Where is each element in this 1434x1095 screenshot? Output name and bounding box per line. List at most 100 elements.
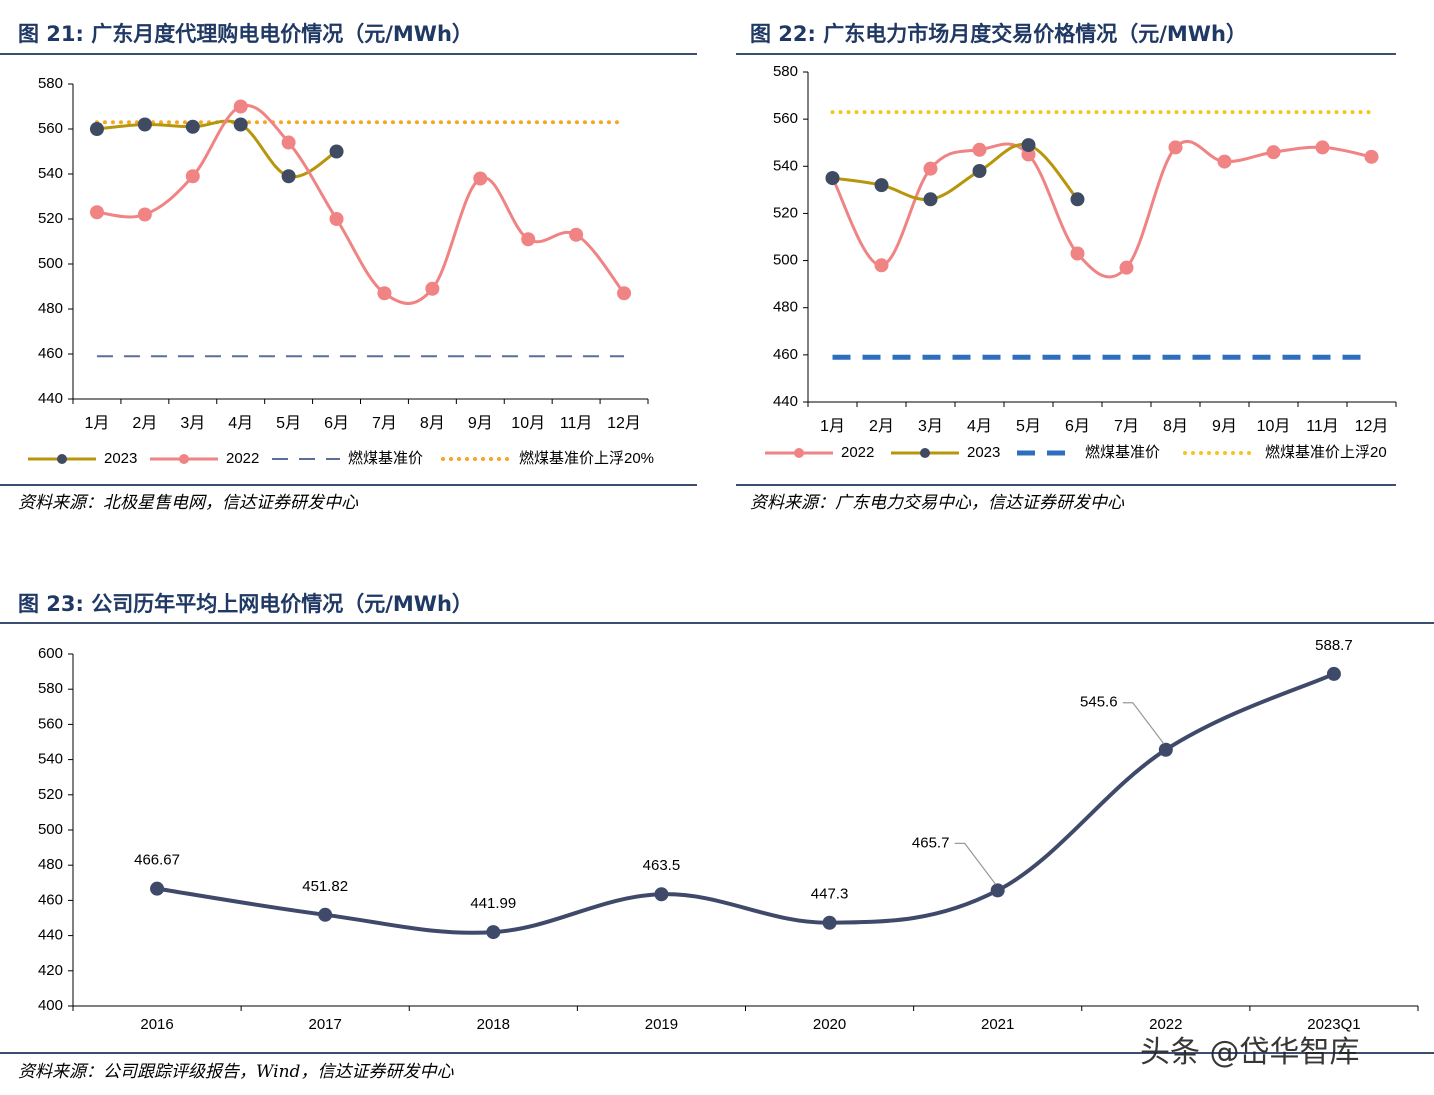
fig22-x-tick-label: 5月 xyxy=(1016,418,1041,435)
fig22-title-rule xyxy=(736,53,1396,55)
fig21-point xyxy=(569,227,584,242)
fig21-point xyxy=(137,117,152,132)
fig22-point xyxy=(972,142,987,157)
fig21-point xyxy=(233,117,248,132)
fig23-data-label: 463.5 xyxy=(643,857,681,874)
fig22-y-tick-label: 580 xyxy=(773,63,798,80)
fig23-x-tick-label: 2021 xyxy=(981,1016,1014,1033)
fig23-point xyxy=(150,881,165,896)
fig21-title-rule xyxy=(0,53,697,55)
fig22-y-tick-label: 540 xyxy=(773,157,798,174)
fig21-bottom-rule xyxy=(0,484,697,486)
fig23-data-label: 588.7 xyxy=(1315,637,1353,654)
fig23-x-tick-label: 2022 xyxy=(1149,1016,1182,1033)
fig22-legend-marker xyxy=(794,448,804,458)
fig21-point xyxy=(425,281,440,296)
fig21-y-tick-label: 480 xyxy=(38,300,63,317)
fig21-point xyxy=(329,144,344,159)
fig22-x-tick-label: 2月 xyxy=(869,418,894,435)
fig21-legend-label: 燃煤基准价 xyxy=(348,449,423,467)
fig21-legend-label: 2022 xyxy=(226,450,259,467)
fig21-x-tick-label: 1月 xyxy=(85,415,110,432)
fig22-x-tick-label: 6月 xyxy=(1065,418,1090,435)
fig23-y-tick-label: 580 xyxy=(38,680,63,697)
fig23-title-rule xyxy=(0,622,1434,624)
fig22-point xyxy=(1364,149,1379,164)
fig22-point xyxy=(1266,145,1281,160)
fig22-y-tick-label: 560 xyxy=(773,110,798,127)
fig21-title: 图 21: 广东月度代理购电电价情况（元/MWh） xyxy=(18,22,473,46)
fig22-y-tick-label: 500 xyxy=(773,252,798,269)
fig23-point xyxy=(1158,742,1173,757)
fig21-point xyxy=(617,286,632,301)
fig21-point xyxy=(473,171,488,186)
fig22-source: 资料来源：广东电力交易中心，信达证券研发中心 xyxy=(750,493,1124,513)
fig21-point xyxy=(89,122,104,136)
fig23-point xyxy=(1326,666,1341,681)
fig23-data-label: 451.82 xyxy=(302,878,348,895)
fig23-point xyxy=(822,915,837,930)
fig22-point xyxy=(1217,154,1232,169)
fig23-label-leader xyxy=(1122,702,1165,745)
fig22-y-tick-label: 480 xyxy=(773,299,798,316)
fig23-label-leader xyxy=(954,842,997,885)
fig21-point xyxy=(137,207,152,222)
fig21-point xyxy=(233,99,248,114)
fig23-y-tick-label: 480 xyxy=(38,856,63,873)
fig21-y-tick-label: 540 xyxy=(38,165,63,182)
fig21-legend-label: 燃煤基准价上浮20% xyxy=(519,449,654,467)
fig23-y-tick-label: 520 xyxy=(38,786,63,803)
fig23-point xyxy=(318,907,333,922)
fig22-x-tick-label: 10月 xyxy=(1257,418,1291,435)
fig21-point xyxy=(281,169,296,184)
fig21-x-tick-label: 2月 xyxy=(132,415,157,432)
fig22-x-tick-label: 7月 xyxy=(1114,418,1139,435)
fig23-x-tick-label: 2016 xyxy=(140,1016,173,1033)
fig22-point xyxy=(972,164,987,178)
fig21-point xyxy=(377,286,392,301)
fig23-y-tick-label: 600 xyxy=(38,645,63,662)
fig21-x-tick-label: 11月 xyxy=(560,415,593,432)
fig21-y-tick-label: 520 xyxy=(38,210,63,227)
fig23-point xyxy=(990,883,1005,898)
fig23-x-tick-label: 2019 xyxy=(645,1016,678,1033)
fig21-legend-label: 2023 xyxy=(104,450,137,467)
fig22-y-tick-label: 440 xyxy=(773,393,798,410)
fig21-series-line xyxy=(96,103,626,305)
fig21-x-tick-label: 7月 xyxy=(372,415,397,432)
fig22-point xyxy=(1070,246,1085,261)
fig21-y-tick-label: 580 xyxy=(38,75,63,92)
fig23-x-tick-label: 2017 xyxy=(309,1016,342,1033)
fig22-point xyxy=(1021,138,1036,153)
fig21-x-tick-label: 8月 xyxy=(420,415,445,432)
fig21-x-tick-label: 5月 xyxy=(276,415,301,432)
fig22-point xyxy=(825,171,840,186)
fig23-y-tick-label: 500 xyxy=(38,821,63,838)
fig21-y-tick-label: 460 xyxy=(38,345,63,362)
fig23-data-label: 447.3 xyxy=(811,886,849,903)
fig22-x-tick-label: 9月 xyxy=(1212,418,1237,435)
fig21-x-tick-label: 3月 xyxy=(180,415,205,432)
fig23-y-tick-label: 560 xyxy=(38,715,63,732)
fig22-x-tick-label: 8月 xyxy=(1163,418,1188,435)
fig21-point xyxy=(89,205,104,220)
fig22-point xyxy=(874,258,889,273)
fig22-legend-label: 2022 xyxy=(841,444,874,461)
fig23-data-label: 466.67 xyxy=(134,852,180,869)
fig23-x-tick-label: 2018 xyxy=(477,1016,510,1033)
fig21-point xyxy=(281,135,296,150)
fig21-point xyxy=(329,212,344,226)
fig21-legend-marker xyxy=(57,454,67,464)
fig22-x-tick-label: 1月 xyxy=(820,418,845,435)
fig22-legend-label: 2023 xyxy=(967,444,1000,461)
fig22-series-line xyxy=(831,139,1372,279)
fig22-legend-marker xyxy=(920,448,930,458)
fig21-series-line xyxy=(96,119,338,179)
fig21-x-tick-label: 4月 xyxy=(228,415,253,432)
fig22-bottom-rule xyxy=(736,484,1396,486)
fig22-x-tick-label: 11月 xyxy=(1306,418,1339,435)
fig23-data-label: 465.7 xyxy=(912,834,950,851)
fig23-y-tick-label: 540 xyxy=(38,751,63,768)
fig22-point xyxy=(1315,140,1330,155)
fig22-y-tick-label: 520 xyxy=(773,204,798,221)
